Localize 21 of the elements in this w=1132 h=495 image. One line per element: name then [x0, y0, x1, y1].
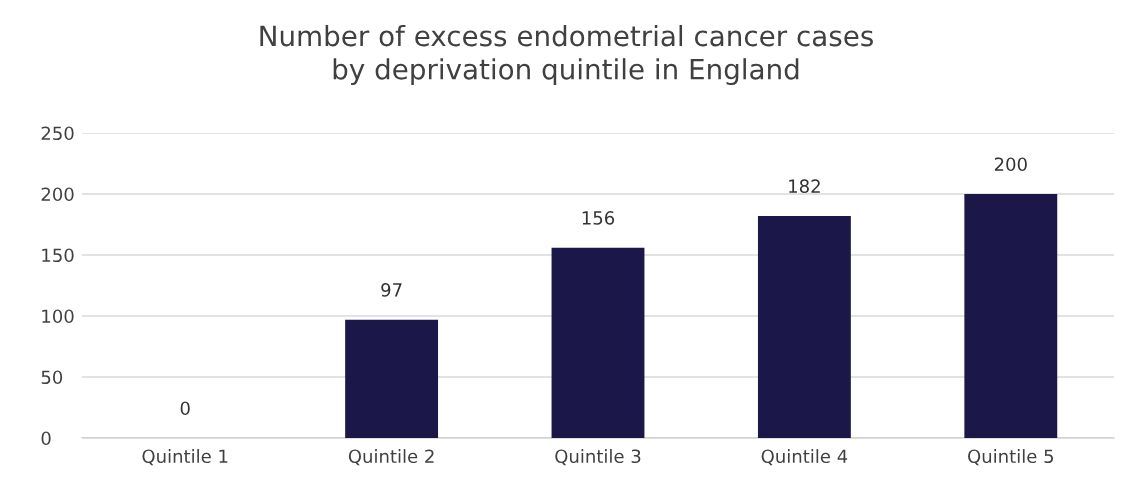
- data-label: 156: [582, 211, 615, 225]
- x-tick-label: Quintile 4: [761, 449, 848, 466]
- x-tick-label: Quintile 5: [968, 449, 1054, 466]
- data-label: 97: [381, 283, 402, 297]
- y-tick-label: 150: [42, 248, 74, 263]
- x-tick-label: Quintile 1: [142, 449, 228, 466]
- y-tick-label: 250: [41, 126, 74, 141]
- y-tick-label: 200: [41, 187, 74, 202]
- bar: [345, 319, 439, 438]
- data-label: 0: [180, 401, 190, 416]
- bar: [551, 247, 645, 438]
- chart-title: Number of excess endometrial cancer cases by deprivation quintile in England: [260, 24, 873, 86]
- y-tick-label: 50: [41, 370, 63, 385]
- data-label: 182: [789, 179, 820, 194]
- y-tick-label: 100: [42, 309, 74, 324]
- x-tick-label: Quintile 3: [555, 449, 641, 466]
- bar: [964, 194, 1058, 438]
- y-tick-label: 0: [41, 431, 51, 446]
- x-tick-label: Quintile 2: [348, 449, 434, 466]
- bar: [757, 215, 851, 438]
- data-label: 200: [994, 157, 1027, 172]
